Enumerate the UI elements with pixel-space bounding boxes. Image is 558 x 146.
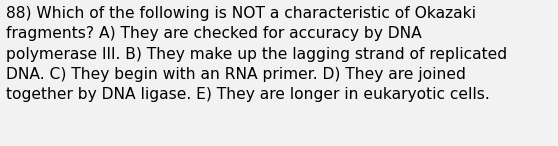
Text: 88) Which of the following is NOT a characteristic of Okazaki
fragments? A) They: 88) Which of the following is NOT a char… — [6, 6, 507, 102]
